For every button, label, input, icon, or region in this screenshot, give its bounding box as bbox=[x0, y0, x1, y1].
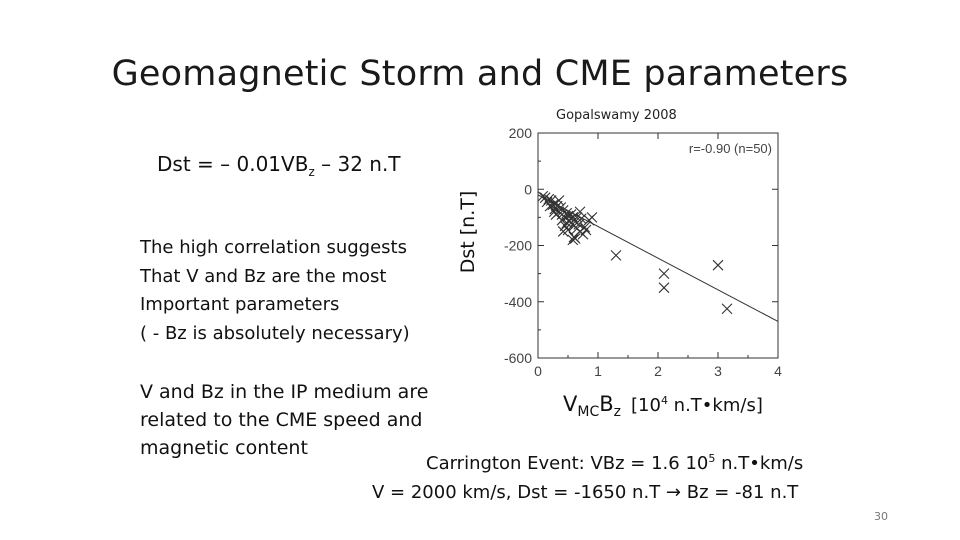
x-tick-label: 0 bbox=[534, 363, 542, 379]
y-tick-label: 200 bbox=[509, 125, 533, 141]
source-citation: Gopalswamy 2008 bbox=[556, 108, 677, 123]
data-point bbox=[712, 259, 724, 271]
dst-formula: Dst = – 0.01VBz – 32 n.T bbox=[157, 152, 401, 179]
data-point bbox=[544, 200, 556, 212]
data-point bbox=[579, 221, 591, 233]
xlabel-v: V bbox=[563, 392, 578, 416]
data-point bbox=[586, 211, 598, 223]
chart-x-axis-label: VMCBz [104 n.T•km/s] bbox=[563, 392, 763, 420]
data-point bbox=[565, 209, 577, 220]
carrington-l1-sup: 5 bbox=[708, 452, 716, 465]
note-line: The high correlation suggests bbox=[140, 237, 407, 258]
slide-title: Geomagnetic Storm and CME parameters bbox=[111, 54, 849, 94]
data-point bbox=[658, 282, 670, 294]
note-line: Important parameters bbox=[140, 294, 340, 315]
relation-line: V and Bz in the IP medium are bbox=[140, 381, 429, 403]
data-point bbox=[548, 206, 560, 218]
y-tick-label: -400 bbox=[504, 294, 532, 310]
xlabel-v-sub: MC bbox=[577, 404, 600, 421]
data-point bbox=[553, 195, 565, 206]
y-tick-label: -200 bbox=[504, 238, 532, 254]
page-number: 30 bbox=[874, 510, 888, 523]
x-tick-label: 1 bbox=[594, 363, 602, 379]
data-point bbox=[573, 219, 585, 230]
y-tick-label: 0 bbox=[524, 181, 532, 197]
data-point bbox=[561, 207, 573, 219]
xlabel-unit-pre: [10 bbox=[631, 395, 661, 416]
data-point bbox=[569, 233, 581, 244]
carrington-l2-pre: V = 2000 km/s, Dst = -1650 n.T bbox=[372, 482, 666, 503]
data-point bbox=[571, 211, 583, 223]
data-point bbox=[610, 249, 622, 261]
note-line: That V and Bz are the most bbox=[140, 265, 387, 287]
xlabel-unit: [104 n.T•km/s] bbox=[631, 394, 763, 416]
data-point bbox=[658, 268, 670, 280]
data-point bbox=[561, 217, 573, 229]
arrow-icon: → bbox=[665, 482, 681, 503]
xlabel-unit-post: n.T•km/s] bbox=[667, 395, 763, 416]
relation-note: V and Bz in the IP medium are related to… bbox=[140, 378, 428, 462]
data-point bbox=[574, 206, 586, 218]
carrington-values-line: V = 2000 km/s, Dst = -1650 n.T → Bz = -8… bbox=[372, 482, 798, 503]
xlabel-unit-sup: 4 bbox=[660, 394, 668, 407]
x-tick-label: 4 bbox=[774, 363, 782, 379]
xlabel-b-sub: z bbox=[613, 404, 622, 421]
relation-line: magnetic content bbox=[140, 437, 308, 459]
y-tick-label: -600 bbox=[504, 350, 532, 366]
chart-y-axis-label: Dst [n.T] bbox=[457, 190, 479, 274]
data-point bbox=[580, 224, 592, 236]
xlabel-b: B bbox=[599, 392, 614, 416]
data-point bbox=[557, 226, 569, 237]
data-point bbox=[543, 193, 555, 205]
data-point bbox=[537, 190, 549, 202]
data-point bbox=[721, 303, 733, 315]
formula-tail: – 32 n.T bbox=[314, 152, 401, 176]
x-tick-label: 2 bbox=[654, 363, 662, 379]
data-points bbox=[537, 190, 733, 315]
carrington-l2-post: Bz = -81 n.T bbox=[681, 482, 799, 503]
correlation-note: The high correlation suggests That V and… bbox=[140, 234, 410, 348]
relation-line: related to the CME speed and bbox=[140, 409, 423, 431]
carrington-l1-pre: Carrington Event: VBz = 1.6 10 bbox=[426, 453, 709, 474]
note-line: ( - Bz is absolutely necessary) bbox=[140, 322, 410, 344]
data-point bbox=[567, 234, 579, 246]
formula-subscript: z bbox=[308, 165, 315, 179]
carrington-event-line: Carrington Event: VBz = 1.6 105 n.T•km/s bbox=[426, 452, 803, 474]
correlation-annotation: r=-0.90 (n=50) bbox=[689, 141, 772, 156]
carrington-l1-post: n.T•km/s bbox=[715, 453, 804, 474]
x-tick-label: 3 bbox=[714, 363, 722, 379]
plot-frame bbox=[537, 132, 779, 359]
formula-main: Dst = – 0.01VB bbox=[157, 152, 309, 176]
